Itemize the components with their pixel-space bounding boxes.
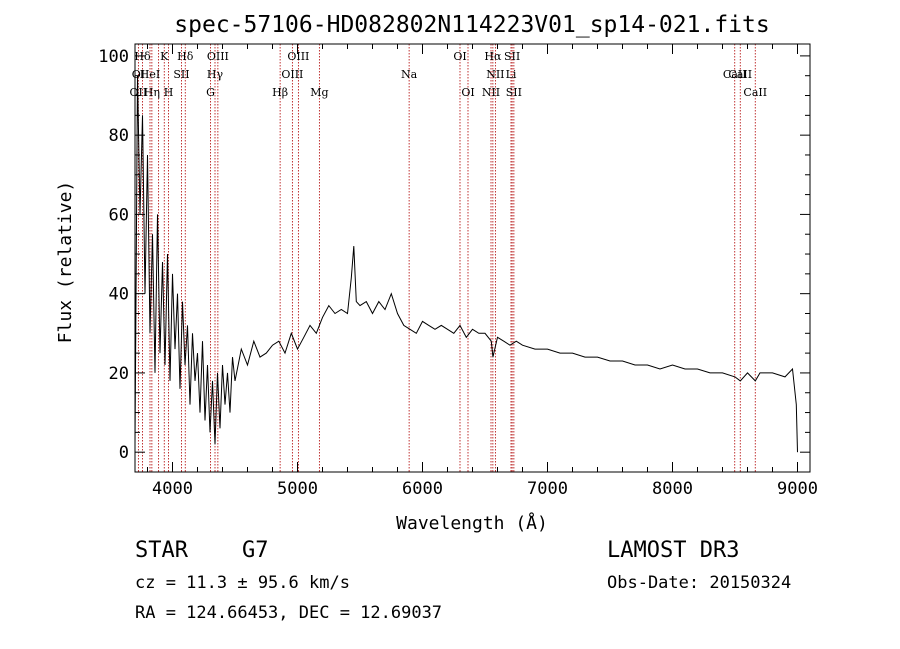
line-label-top-row: Hδ <box>134 50 151 63</box>
line-label-middle-row: Na <box>401 68 418 81</box>
line-label-bottom-row: Mg <box>310 86 328 99</box>
y-tick-label: 40 <box>109 285 129 305</box>
line-label-middle-row: CaII <box>723 68 747 81</box>
y-tick-label: 0 <box>119 443 129 463</box>
line-label-top-row: OIII <box>287 50 309 63</box>
line-label-top-row: OIII <box>207 50 229 63</box>
line-label-middle-row: OIII <box>281 68 303 81</box>
line-label-bottom-row: Hβ <box>272 86 288 99</box>
spectrum-line <box>134 75 798 453</box>
x-tick-label: 8000 <box>652 479 693 499</box>
y-tick-label: 20 <box>109 364 129 384</box>
line-label-middle-row: Li <box>506 68 517 81</box>
line-label-middle-row: CaII <box>728 68 752 81</box>
y-tick-label: 60 <box>109 205 129 225</box>
line-label-bottom-row: NII <box>482 86 500 99</box>
line-label-bottom-row: OII <box>130 86 148 99</box>
line-label-top-row: Hδ <box>177 50 194 63</box>
line-label-top-row: K <box>160 50 169 63</box>
line-label-bottom-row: G <box>206 86 215 99</box>
plot-frame <box>134 43 811 473</box>
line-label-top-row: OI <box>453 50 466 63</box>
axis-ticks <box>135 44 810 473</box>
line-label-middle-row: Hγ <box>207 68 224 81</box>
object-type: STAR <box>135 538 188 563</box>
x-tick-label: 6000 <box>402 479 443 499</box>
x-tick-label: 7000 <box>527 479 568 499</box>
x-tick-label: 4000 <box>152 479 193 499</box>
y-axis-label: Flux (relative) <box>55 181 76 344</box>
redshift-readout: cz = 11.3 ± 95.6 km/s <box>135 573 350 593</box>
emission-line-markers <box>137 44 756 472</box>
line-label-top-row: SII <box>504 50 520 63</box>
line-label-bottom-row: Hη <box>144 86 160 99</box>
line-label-bottom-row: OI <box>461 86 474 99</box>
x-tick-label: 5000 <box>277 479 318 499</box>
line-label-bottom-row: CaII <box>743 86 767 99</box>
observation-date: Obs-Date: 20150324 <box>607 573 792 593</box>
survey-name: LAMOST DR3 <box>607 538 740 563</box>
x-axis-label: Wavelength (Å) <box>396 512 548 534</box>
x-tick-label: 9000 <box>777 479 818 499</box>
line-label-bottom-row: SII <box>506 86 522 99</box>
line-label-middle-row: NII <box>486 68 504 81</box>
spectral-subclass: G7 <box>242 538 269 563</box>
axis-tick-labels: 4000 5000 6000 7000 8000 9000 0 20 40 60 80 100 <box>98 47 818 499</box>
y-tick-label: 100 <box>98 47 129 67</box>
line-label-bottom-row: H <box>164 86 174 99</box>
y-tick-label: 80 <box>109 126 129 146</box>
chart-title: spec-57106-HD082802N114223V01_sp14-021.f… <box>174 12 769 38</box>
line-label-middle-row: HeI <box>140 68 160 81</box>
line-label-top-row: Hα <box>484 50 502 63</box>
line-label-middle-row: SII <box>173 68 189 81</box>
coordinates: RA = 124.66453, DEC = 12.69037 <box>135 603 443 623</box>
